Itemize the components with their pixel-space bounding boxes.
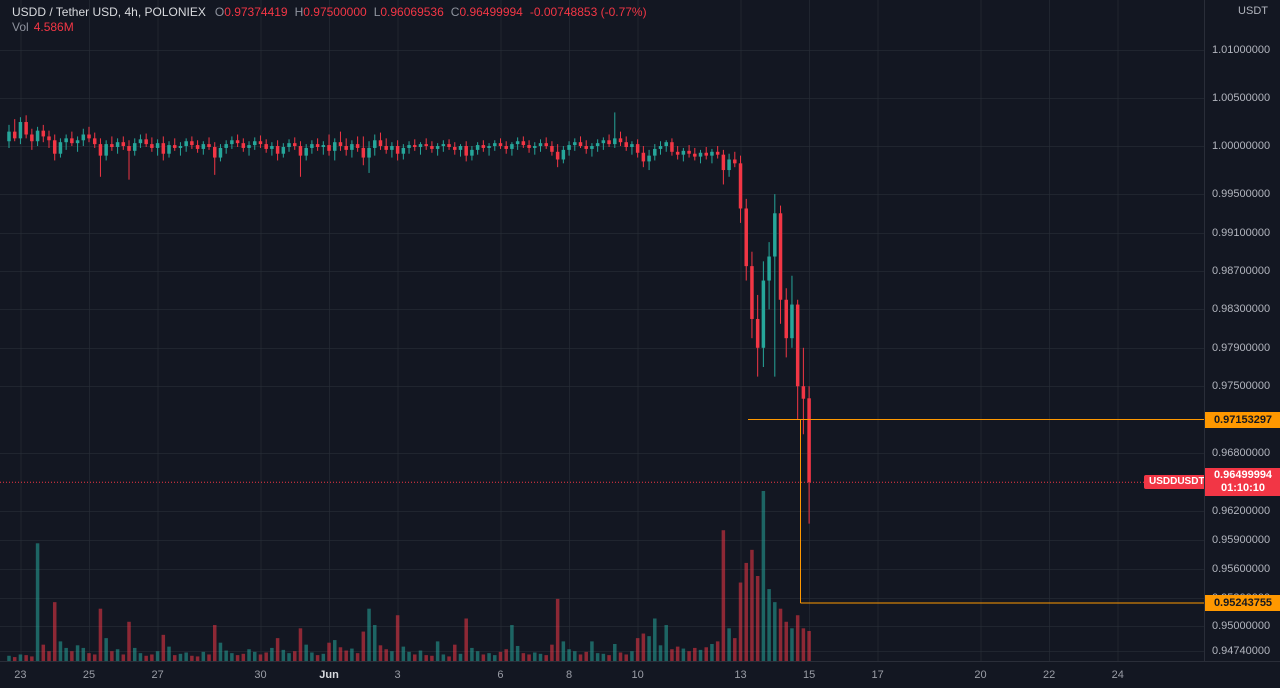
close-label: C (450, 5, 460, 19)
time-axis[interactable]: 23 25 27 30 Jun 3 6 8 10 13 15 17 20 22 24 (0, 661, 1280, 688)
price-tick: 0.97900000 (1212, 341, 1271, 354)
drawings (747, 419, 1204, 604)
grid-lines (0, 0, 1204, 661)
high-label: H (294, 5, 304, 19)
time-tick: 6 (497, 669, 504, 681)
price-tick: 0.97500000 (1212, 380, 1271, 393)
ohlc-low: L0.96069536 (374, 5, 444, 20)
price-tick: 0.99100000 (1212, 226, 1271, 239)
volume-value: 4.586M (33, 20, 74, 34)
time-tick: 23 (14, 669, 27, 681)
ohlc-high: H0.97500000 (295, 5, 367, 20)
symbol-title[interactable]: USDD / Tether USD, 4h, POLONIEX (12, 5, 206, 19)
open-label: O (214, 5, 225, 19)
chart-legend: USDD / Tether USD, 4h, POLONIEX O0.97374… (12, 5, 647, 35)
time-tick: 17 (871, 669, 884, 681)
time-tick: 13 (734, 669, 747, 681)
close-value: 0.96499994 (459, 5, 523, 19)
price-tick: 0.98300000 (1212, 303, 1271, 316)
volume-bars (7, 491, 811, 661)
time-tick: 8 (566, 669, 573, 681)
symbol-info-row: USDD / Tether USD, 4h, POLONIEX O0.97374… (12, 5, 647, 20)
ohlc-open: O0.97374419 (215, 5, 288, 20)
low-label: L (373, 5, 381, 19)
price-tick: 0.98700000 (1212, 264, 1271, 277)
price-tick: 0.94740000 (1212, 645, 1271, 658)
time-tick: Jun (319, 669, 339, 681)
price-tick: 0.96200000 (1212, 505, 1271, 518)
open-value: 0.97374419 (224, 5, 288, 19)
chart-pane[interactable]: USDD / Tether USD, 4h, POLONIEX O0.97374… (0, 0, 1204, 661)
price-tick: 1.00000000 (1212, 140, 1271, 153)
time-tick: 15 (802, 669, 816, 681)
time-tick: 30 (254, 669, 267, 681)
last-price-value: 0.96499994 (1213, 469, 1273, 482)
price-tick: 1.01000000 (1212, 43, 1271, 56)
price-tick: 0.99500000 (1212, 188, 1271, 201)
symbol-price-tag: USDDUSDT (1144, 475, 1204, 490)
time-tick: 27 (151, 669, 164, 681)
candlestick-chart (0, 0, 1204, 661)
price-tick: 0.95600000 (1212, 562, 1271, 575)
time-tick: 10 (631, 669, 644, 681)
time-tick: 25 (82, 669, 96, 681)
low-value: 0.96069536 (380, 5, 444, 19)
ohlc-close: C0.96499994 (451, 5, 523, 20)
alert-price-label[interactable]: 0.95243755 (1205, 594, 1280, 611)
last-price-label[interactable]: 0.96499994 01:10:10 (1205, 468, 1280, 497)
high-value: 0.97500000 (303, 5, 367, 19)
price-tick: 0.96800000 (1212, 447, 1271, 460)
change-value: -0.00748853 (-0.77%) (529, 5, 647, 19)
alert-price-label[interactable]: 0.97153297 (1205, 411, 1280, 428)
volume-label: Vol (12, 20, 29, 34)
time-tick: 24 (1111, 669, 1124, 681)
volume-row: Vol 4.586M (12, 20, 647, 35)
currency-label: USDT (1238, 5, 1268, 17)
time-tick: 22 (1043, 669, 1056, 681)
price-tick: 1.00500000 (1212, 91, 1271, 104)
candles (7, 112, 811, 524)
price-tick: 0.95900000 (1212, 533, 1271, 546)
price-tick: 0.95000000 (1212, 620, 1271, 633)
time-tick: 20 (974, 669, 987, 681)
bar-countdown: 01:10:10 (1220, 482, 1266, 495)
price-axis[interactable]: USDT 1.01000000 1.00500000 1.00000000 0.995… (1204, 0, 1280, 661)
time-tick: 3 (394, 669, 401, 681)
